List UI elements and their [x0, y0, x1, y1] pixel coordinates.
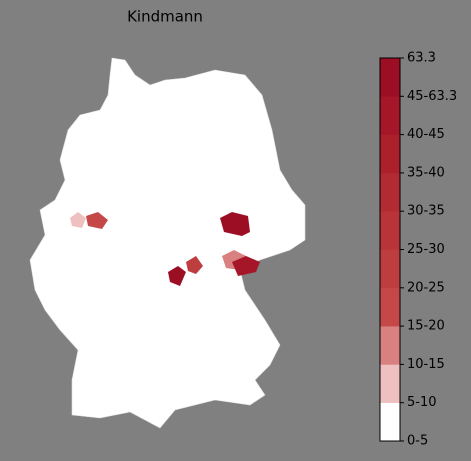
colorbar-segment [380, 211, 400, 250]
colorbar-segment [380, 58, 400, 97]
colorbar-label: 5-10 [407, 395, 437, 410]
colorbar-label: 63.3 [407, 51, 436, 66]
colorbar-label: 35-40 [407, 165, 445, 180]
colorbar-segment [380, 172, 400, 212]
region [186, 256, 203, 274]
colorbar: 0-5 5-10 10-15 15-20 20-25 25-30 30-35 35-40 40-… [379, 51, 457, 449]
colorbar-segment [380, 249, 400, 289]
colorbar-label: 45-63.3 [407, 89, 457, 104]
map-title: Kindmann [127, 8, 203, 26]
region [220, 212, 250, 236]
region [86, 212, 108, 229]
region [168, 266, 186, 286]
map [29, 57, 306, 429]
colorbar-segment [380, 134, 400, 174]
colorbar-label: 0-5 [407, 434, 428, 449]
colorbar-segment [380, 326, 400, 365]
colorbar-segment [380, 402, 400, 442]
region [70, 212, 86, 228]
colorbar-segment [380, 96, 400, 135]
colorbar-label: 20-25 [407, 280, 445, 295]
colorbar-label: 40-45 [407, 127, 445, 142]
colorbar-label: 30-35 [407, 204, 445, 219]
germany [29, 57, 306, 429]
colorbar-segment [380, 287, 400, 327]
colorbar-label: 10-15 [407, 357, 445, 372]
colorbar-segment [380, 364, 400, 403]
colorbar-label: 25-30 [407, 242, 445, 257]
colorbar-label: 15-20 [407, 319, 445, 334]
region [232, 256, 260, 276]
